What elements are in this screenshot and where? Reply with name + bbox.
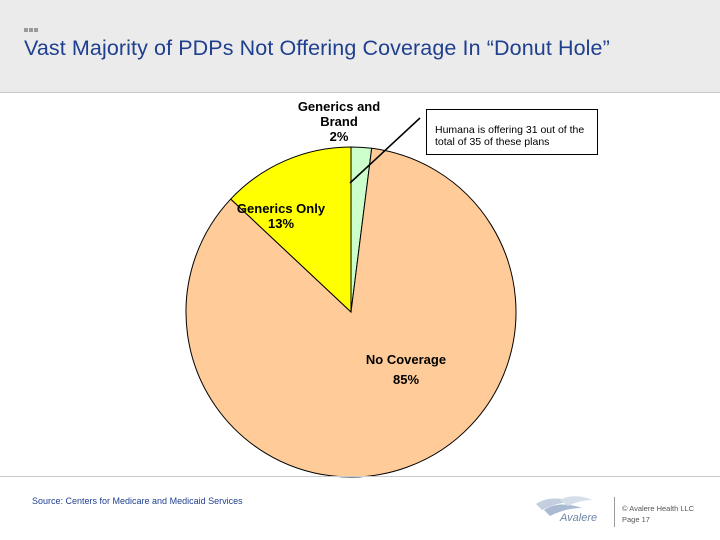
- slice-percent-label: 2%: [330, 129, 349, 144]
- pie-slice-generics-only: [230, 146, 352, 314]
- header-divider: [0, 92, 720, 93]
- page-title: Vast Majority of PDPs Not Offering Cover…: [24, 36, 610, 60]
- avalere-logo-icon: [536, 496, 592, 516]
- logo-wordmark: Avalere: [560, 512, 598, 524]
- slice-percent-label: 85%: [393, 372, 419, 387]
- source-note: Source: Centers for Medicare and Medicai…: [32, 496, 243, 506]
- slice-name-label: Generics Only: [237, 201, 326, 216]
- slice-name-label: No Coverage: [366, 352, 446, 367]
- slice-name-label: Brand: [320, 114, 358, 129]
- header-band: Vast Majority of PDPs Not Offering Cover…: [0, 0, 720, 92]
- annotation-leader-line: [349, 117, 421, 184]
- footer-logo-divider: [614, 497, 615, 527]
- slice-name-label: Generics and: [298, 99, 380, 114]
- copyright-block: © Avalere Health LLC Page 17: [622, 503, 694, 525]
- annotation-callout: Humana is offering 31 out of the total o…: [426, 109, 598, 155]
- footer-divider: [0, 476, 720, 477]
- copyright-text: © Avalere Health LLC: [622, 504, 695, 513]
- header-dots-icon: [24, 19, 39, 37]
- slice-percent-label: 13%: [268, 216, 294, 231]
- page-number: Page 17: [622, 515, 650, 524]
